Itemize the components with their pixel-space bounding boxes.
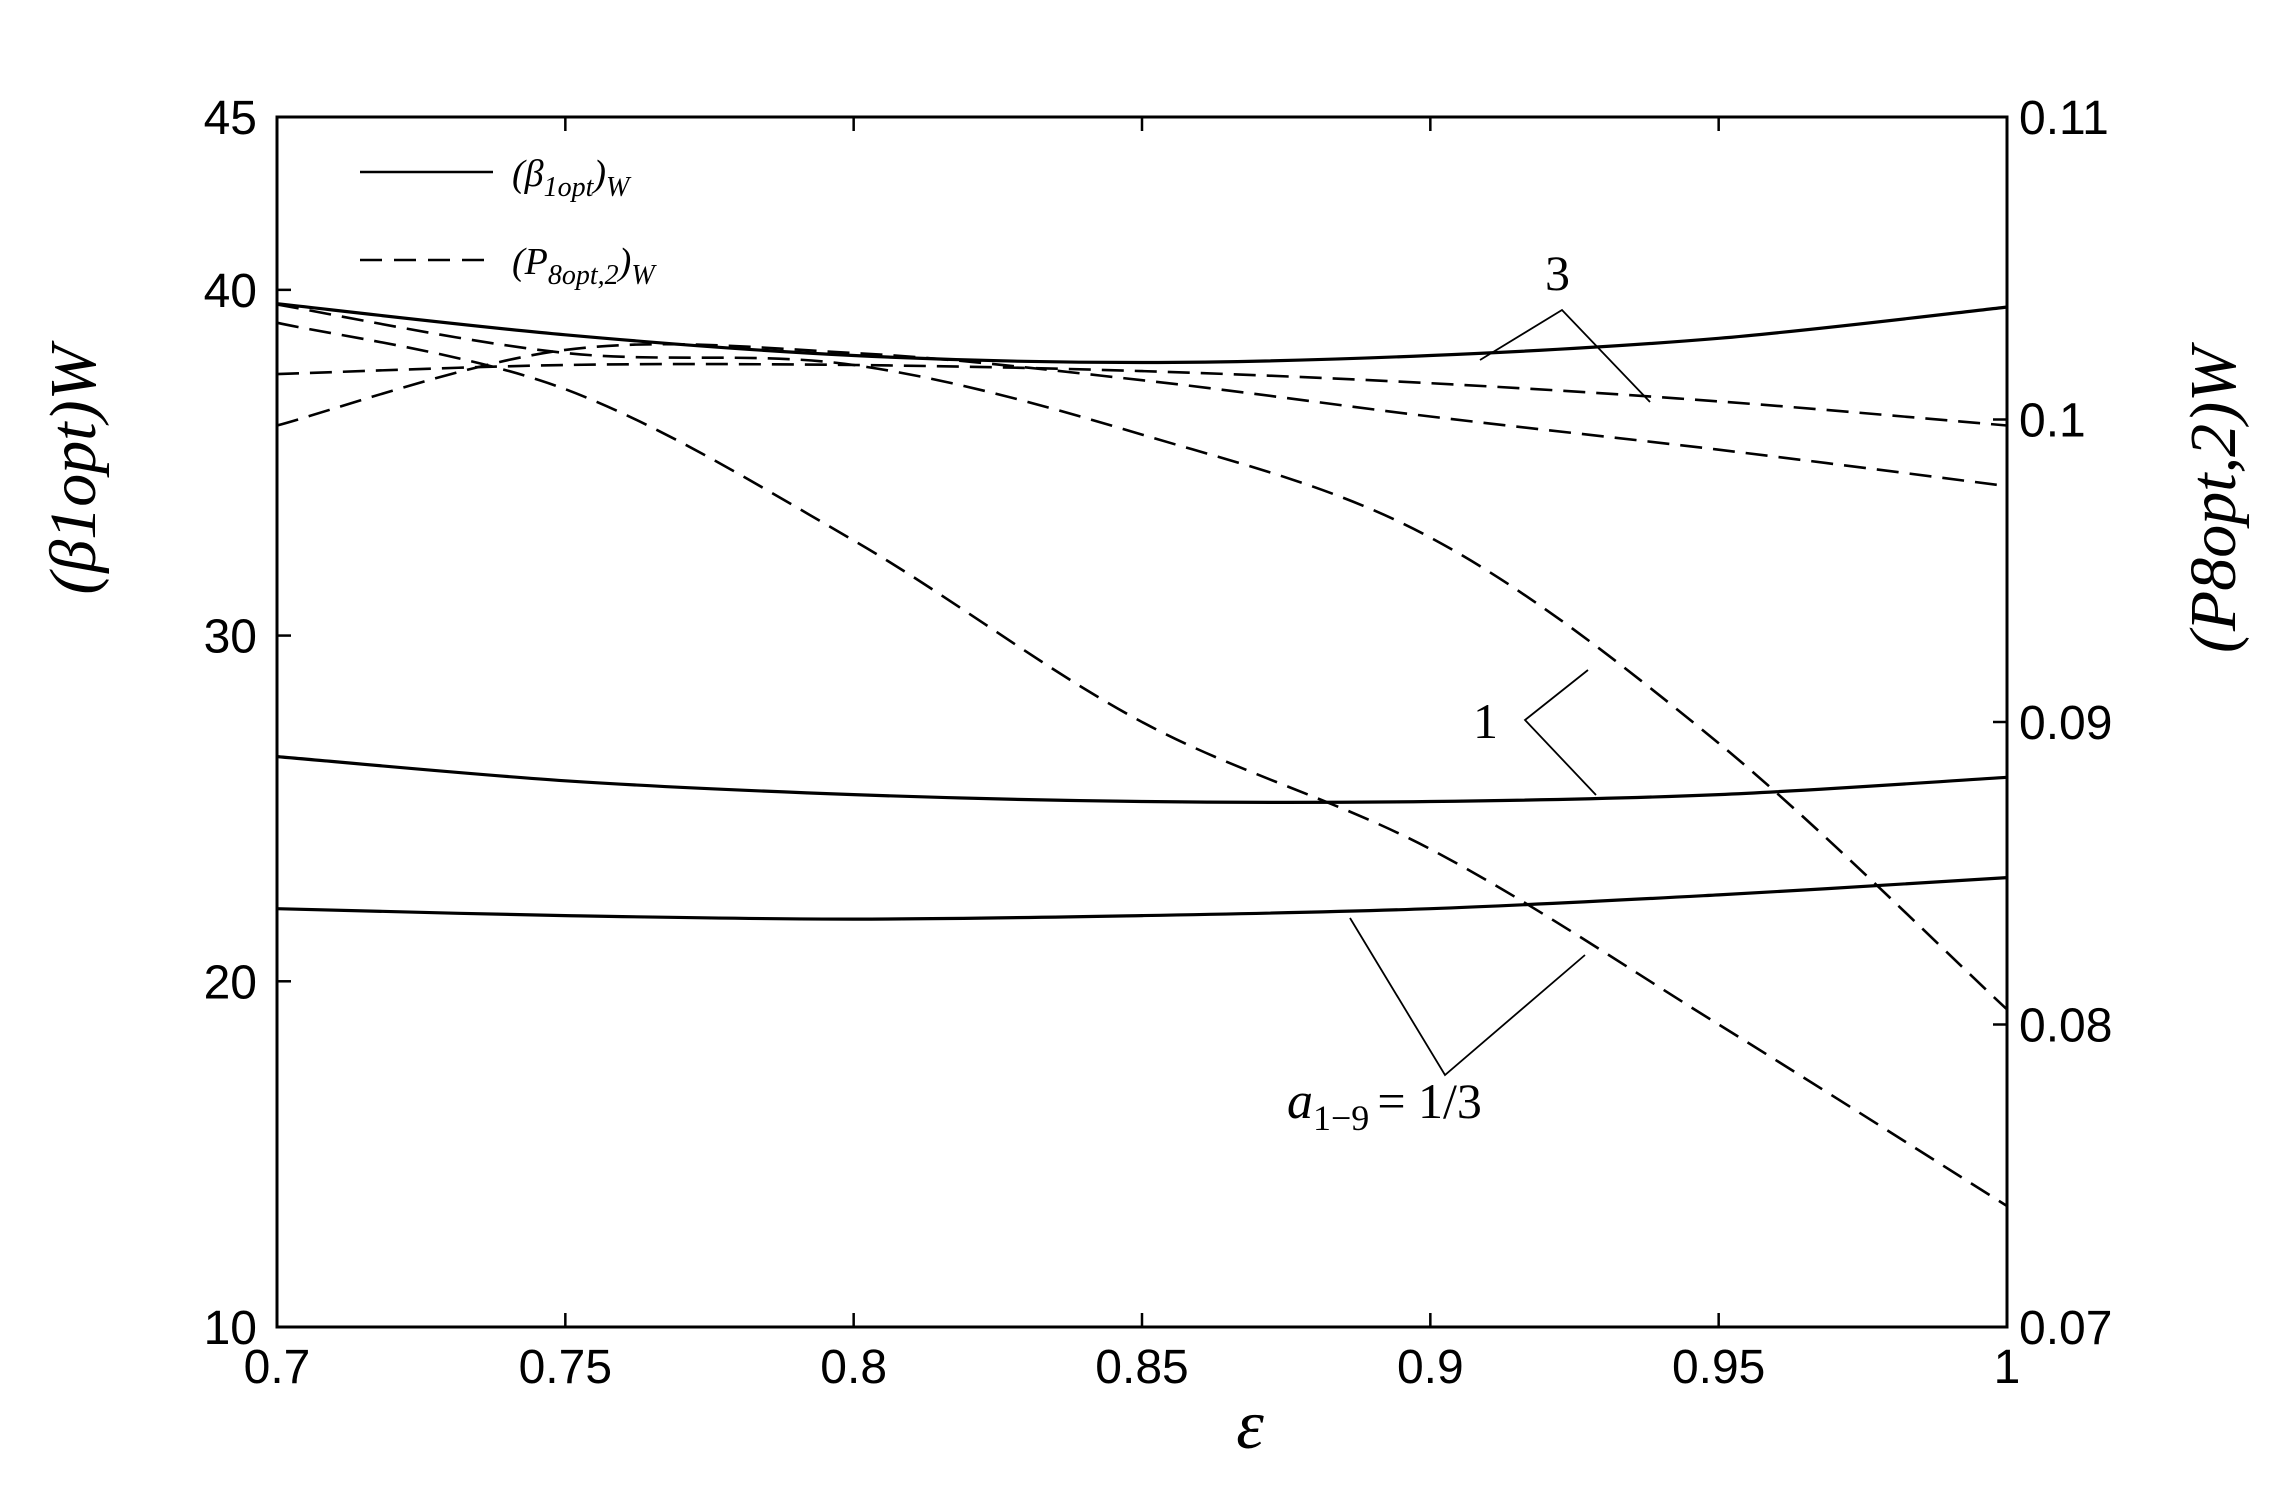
x-tick-label: 0.95 — [1672, 1341, 1765, 1394]
leader-line-1-3 — [1349, 917, 1586, 1077]
legend: (β1opt)W (P8opt,2)W — [360, 153, 657, 291]
x-tick-label: 0.8 — [820, 1341, 887, 1394]
x-tick-label: 0.9 — [1397, 1341, 1464, 1394]
y-right-tick-label: 0.11 — [2019, 92, 2109, 145]
series-line-3 — [276, 362, 2008, 427]
leader-line-3 — [1479, 308, 1651, 403]
y-right-axis-title: (P8opt,2)W — [2177, 342, 2250, 653]
y-left-tick-label: 10 — [204, 1302, 257, 1355]
curve-label-1: 1 — [1473, 693, 1498, 749]
y-right-tick-label: 0.08 — [2019, 1000, 2112, 1053]
legend-label-p: (P8opt,2)W — [512, 241, 657, 291]
curve-label-a19: a1−9 = 1/3 — [1287, 1073, 1482, 1138]
series-line-1 — [276, 755, 2008, 804]
series-line-4 — [276, 342, 2008, 488]
x-tick-label: 0.75 — [519, 1341, 612, 1394]
x-tick-label: 0.85 — [1095, 1341, 1188, 1394]
x-axis-title: ε — [1236, 1387, 1264, 1464]
series-line-0 — [276, 302, 2008, 365]
y-left-tick-label: 30 — [204, 611, 257, 664]
y-left-tick-label: 45 — [204, 92, 257, 145]
y-right-tick-label: 0.1 — [2019, 395, 2086, 448]
y-right-tick-label: 0.09 — [2019, 697, 2112, 750]
x-tick-label: 1 — [1994, 1341, 2021, 1394]
y-left-tick-label: 40 — [204, 265, 257, 318]
legend-label-beta: (β1opt)W — [512, 153, 632, 203]
series-line-6 — [276, 321, 2008, 1208]
leader-line-1 — [1523, 669, 1597, 796]
series-line-2 — [276, 876, 2008, 921]
y-right-tick-label: 0.07 — [2019, 1302, 2112, 1355]
x-tick-label: 0.7 — [244, 1341, 311, 1394]
y-left-axis-title: (β1opt)W — [37, 340, 110, 594]
curve-label-3: 3 — [1545, 245, 1570, 301]
y-left-tick-label: 20 — [204, 956, 257, 1009]
